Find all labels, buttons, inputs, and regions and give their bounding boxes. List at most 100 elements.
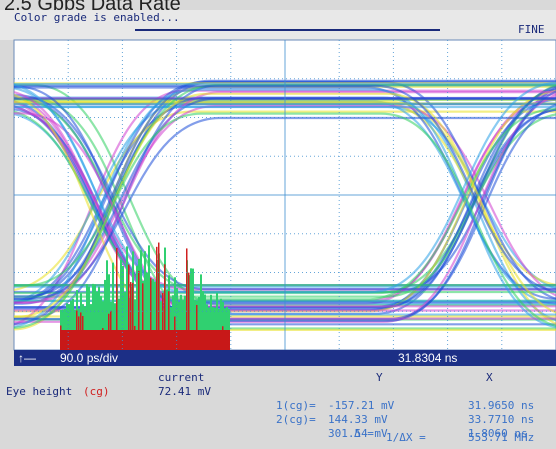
histogram-bar — [176, 288, 178, 350]
histogram-bar — [134, 299, 136, 350]
histogram-bar — [94, 284, 96, 350]
histogram-bar — [126, 246, 128, 350]
histogram-bar — [104, 279, 106, 350]
histogram-bar — [122, 265, 124, 350]
histogram-bar — [218, 308, 220, 350]
histogram-bar — [214, 307, 216, 350]
column-header: current — [158, 371, 204, 384]
mode-label: FINE — [518, 23, 545, 36]
histogram-spike — [130, 282, 132, 350]
marker-label: 1(cg)= — [276, 399, 316, 412]
eye-trace — [14, 81, 556, 294]
histogram-bar — [148, 245, 150, 350]
histogram-bar — [90, 304, 92, 350]
eye-trace — [14, 84, 556, 287]
histogram-bar — [200, 274, 202, 350]
histogram-bar — [84, 306, 86, 350]
eye-trace — [14, 94, 556, 291]
histogram-bar — [118, 298, 120, 350]
eye-trace — [14, 90, 556, 304]
histogram-bar — [170, 307, 172, 350]
eye-trace — [14, 81, 556, 303]
eye-trace — [14, 299, 556, 302]
histogram-bar — [68, 304, 70, 350]
eye-trace — [14, 107, 556, 301]
eye-trace — [14, 92, 556, 318]
histogram-bar — [216, 292, 218, 350]
eye-trace — [14, 94, 556, 332]
histogram-bar — [180, 294, 182, 350]
eye-trace — [14, 85, 556, 309]
arrow-icon: ↑— — [18, 351, 36, 365]
eye-trace — [14, 83, 556, 307]
histogram-spike — [116, 247, 118, 350]
histogram-base — [60, 330, 230, 350]
histogram-bar — [220, 298, 222, 350]
histogram-bar — [184, 295, 186, 350]
histogram-bar — [70, 300, 72, 350]
histogram-spike — [132, 283, 134, 350]
marker-y: 301.54 mV — [328, 427, 388, 440]
eye-trace — [14, 100, 556, 325]
histogram-spike — [168, 291, 170, 350]
eye-trace — [14, 83, 556, 319]
eye-trace — [14, 86, 556, 300]
measurement-name: Eye height — [6, 385, 72, 398]
histogram-bar — [64, 308, 66, 350]
eye-trace — [14, 285, 556, 288]
inverse-label: 1/ΔX = — [386, 431, 426, 444]
histogram-bar — [202, 291, 204, 350]
status-message: Color grade is enabled... — [14, 11, 180, 24]
histogram-bar — [124, 292, 126, 350]
histogram-bar — [102, 301, 104, 350]
histogram-bar — [174, 277, 176, 350]
eye-trace — [14, 94, 556, 323]
eye-trace — [14, 88, 556, 310]
histogram-spike — [128, 264, 130, 350]
eye-diagram — [14, 79, 556, 350]
histogram-bar — [74, 309, 76, 350]
histogram-bar — [66, 303, 68, 350]
histogram-bar — [212, 306, 214, 350]
histogram-bar — [228, 309, 230, 350]
histogram-bar — [208, 307, 210, 350]
histogram-bar — [92, 283, 94, 350]
status-bar — [0, 10, 556, 40]
histogram-bar — [96, 291, 98, 350]
histogram-bar — [192, 268, 194, 350]
eye-trace — [14, 283, 556, 287]
histogram-bar — [120, 259, 122, 350]
eye-trace — [14, 97, 556, 298]
marker-label: Δ = — [354, 427, 374, 440]
histogram-bar — [154, 281, 156, 350]
histogram-bar — [88, 286, 90, 350]
histogram-spike — [188, 272, 190, 350]
histogram-spike — [164, 264, 166, 350]
marker-x: 31.9650 ns — [468, 399, 534, 412]
graticule — [14, 40, 556, 350]
histogram-bar — [206, 304, 208, 350]
histogram-bar — [226, 306, 228, 350]
histogram-bar — [172, 295, 174, 350]
measurement-source: (cg) — [83, 385, 110, 398]
histogram-bar — [140, 250, 142, 350]
eye-trace — [14, 84, 556, 293]
eye-trace — [14, 91, 556, 308]
histogram-spike — [150, 277, 152, 350]
histogram-spike — [156, 246, 158, 350]
histogram-spike — [158, 242, 160, 350]
timebase-scale: 90.0 ps/div — [60, 351, 118, 365]
histogram-bar — [222, 301, 224, 350]
eye-trace — [14, 112, 556, 329]
histogram-bar — [224, 308, 226, 350]
histogram-bar — [144, 251, 146, 350]
histogram-bar — [112, 262, 114, 350]
eye-trace — [14, 103, 556, 321]
marker-y: 144.33 mV — [328, 413, 388, 426]
marker-x: 33.7710 ns — [468, 413, 534, 426]
eye-trace — [14, 86, 556, 294]
x-header: X — [486, 371, 493, 384]
inverse-value: 553.71 MHz — [468, 431, 534, 444]
histogram-bar — [62, 309, 64, 350]
